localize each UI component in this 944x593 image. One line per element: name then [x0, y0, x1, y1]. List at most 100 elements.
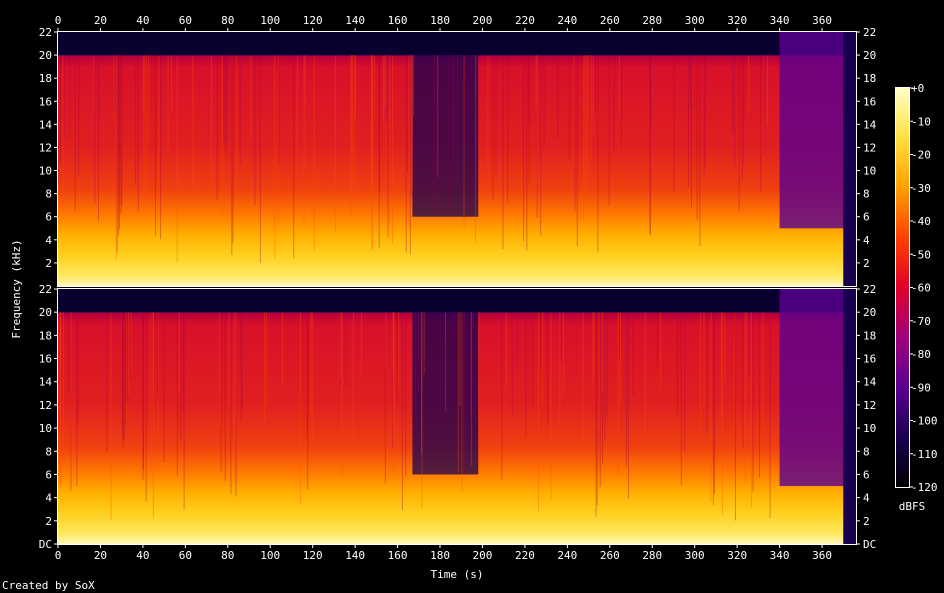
y-tick-label: DC — [39, 538, 52, 551]
y-tick-label-right: 18 — [863, 329, 876, 342]
x-tick-label-bottom: 360 — [812, 549, 832, 562]
x-tick-label-bottom: 0 — [55, 549, 62, 562]
y-tick-label-right: DC — [863, 538, 876, 551]
x-tick-label-bottom: 120 — [303, 549, 323, 562]
colorbar-tick-label: -70 — [911, 315, 931, 328]
y-tick-label: 18 — [39, 329, 52, 342]
y-tick-label: 2 — [45, 257, 52, 270]
y-tick-label-right: 20 — [863, 49, 876, 62]
y-tick-label: 8 — [45, 188, 52, 201]
x-tick-label-bottom: 40 — [136, 549, 149, 562]
y-tick-label: 16 — [39, 95, 52, 108]
x-tick-label-top: 200 — [473, 14, 493, 27]
axes: 2220181614121086422220181614121086422220… — [39, 14, 877, 562]
x-tick-label-top: 240 — [557, 14, 577, 27]
x-tick-label-top: 180 — [430, 14, 450, 27]
panel-frame — [57, 288, 857, 545]
y-tick-label: 4 — [45, 234, 52, 247]
x-tick-label-bottom: 260 — [600, 549, 620, 562]
colorbar-tick-label: -100 — [911, 415, 938, 428]
y-tick-label: 10 — [39, 422, 52, 435]
x-tick-label-bottom: 240 — [557, 549, 577, 562]
x-tick-label-bottom: 300 — [685, 549, 705, 562]
y-tick-label: 18 — [39, 72, 52, 85]
y-tick-label-right: 18 — [863, 72, 876, 85]
x-tick-label-bottom: 180 — [430, 549, 450, 562]
colorbar-gradient — [896, 88, 909, 487]
y-tick-label: 22 — [39, 26, 52, 39]
y-tick-label: 20 — [39, 306, 52, 319]
colorbar-tick-label: -50 — [911, 248, 931, 261]
y-tick-label: 12 — [39, 141, 52, 154]
y-tick-label: 14 — [39, 118, 53, 131]
above-cutoff-band — [58, 32, 856, 56]
fade-out-tail — [843, 289, 856, 544]
colorbar-tick-label: -60 — [911, 282, 931, 295]
spectrogram-panel-1 — [57, 31, 857, 287]
y-tick-label: 6 — [45, 468, 52, 481]
y-tick-label-right: 10 — [863, 422, 876, 435]
y-tick-label: 2 — [45, 515, 52, 528]
x-tick-label-top: 220 — [515, 14, 535, 27]
y-tick-label-right: 12 — [863, 141, 876, 154]
y-tick-label-right: 8 — [863, 445, 870, 458]
y-tick-label-right: 12 — [863, 399, 876, 412]
colorbar-tick-label: -30 — [911, 182, 931, 195]
colorbar-tick-label: -10 — [911, 115, 931, 128]
colorbar-tick-label: -110 — [911, 448, 938, 461]
x-tick-label-top: 100 — [260, 14, 280, 27]
x-tick-label-bottom: 280 — [642, 549, 662, 562]
x-tick-label-top: 140 — [345, 14, 365, 27]
x-tick-label-top: 360 — [812, 14, 832, 27]
x-tick-label-bottom: 140 — [345, 549, 365, 562]
y-tick-label: 20 — [39, 49, 52, 62]
y-tick-label-right: 6 — [863, 211, 870, 224]
x-axis-label: Time (s) — [431, 568, 484, 581]
y-tick-label: 10 — [39, 165, 52, 178]
y-tick-label-right: 22 — [863, 283, 876, 296]
y-tick-label-right: 2 — [863, 515, 870, 528]
x-tick-label-bottom: 160 — [388, 549, 408, 562]
x-tick-label-top: 120 — [303, 14, 323, 27]
colorbar-tick-label: +0 — [911, 82, 924, 95]
y-tick-label-right: 8 — [863, 188, 870, 201]
x-tick-label-top: 280 — [642, 14, 662, 27]
spectrogram-panels — [57, 31, 857, 545]
y-tick-label: 8 — [45, 445, 52, 458]
y-tick-label-right: 6 — [863, 468, 870, 481]
y-axis-label: Frequency (kHz) — [10, 239, 23, 338]
y-tick-label-right: 10 — [863, 165, 876, 178]
colorbar-tick-label: -90 — [911, 381, 931, 394]
colorbar: +0 -10 -20 -30 -40 -50 -60 -70 -80 -90 -100 -110 -12… — [895, 82, 938, 494]
colorbar-tick-label: -80 — [911, 348, 931, 361]
colorbar-tick-label: -40 — [911, 215, 931, 228]
x-tick-label-bottom: 100 — [260, 549, 280, 562]
quiet-section — [412, 55, 479, 217]
panel-frame — [57, 31, 857, 287]
y-tick-label: 22 — [39, 283, 52, 296]
x-tick-label-bottom: 220 — [515, 549, 535, 562]
x-tick-label-top: 0 — [55, 14, 62, 27]
y-tick-label-right: 2 — [863, 257, 870, 270]
x-tick-label-bottom: 200 — [473, 549, 493, 562]
colorbar-tick-label: -120 — [911, 481, 938, 494]
y-tick-label-right: 20 — [863, 306, 876, 319]
x-tick-label-top: 80 — [221, 14, 234, 27]
y-tick-label: 4 — [45, 492, 52, 505]
y-tick-label-right: 16 — [863, 95, 876, 108]
y-tick-label: 14 — [39, 376, 53, 389]
spectrogram-panel-2 — [57, 288, 857, 545]
fade-out-tail — [843, 32, 856, 286]
footer-credit: Created by SoX — [2, 579, 95, 592]
x-tick-label-bottom: 340 — [770, 549, 790, 562]
x-tick-label-bottom: 80 — [221, 549, 234, 562]
colorbar-unit-label: dBFS — [899, 500, 926, 513]
x-tick-label-top: 340 — [770, 14, 790, 27]
y-tick-label-right: 14 — [863, 118, 877, 131]
x-tick-label-top: 320 — [727, 14, 747, 27]
x-tick-label-top: 300 — [685, 14, 705, 27]
x-tick-label-bottom: 20 — [94, 549, 107, 562]
y-tick-label: 6 — [45, 211, 52, 224]
y-tick-label: 12 — [39, 399, 52, 412]
y-tick-label-right: 4 — [863, 492, 870, 505]
